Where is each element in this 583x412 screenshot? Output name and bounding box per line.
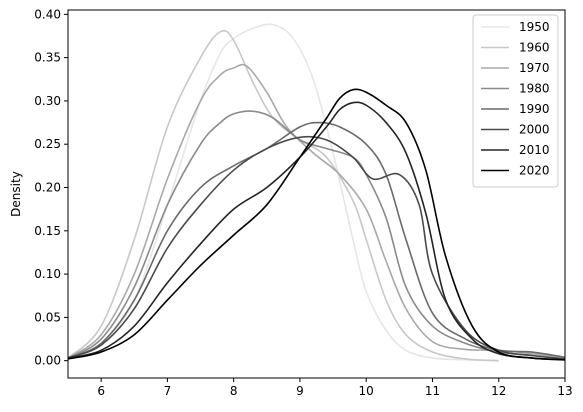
series-line-1960: [67, 29, 499, 362]
legend-label-2010: 2010: [519, 143, 550, 157]
y-tick-label: 0.15: [34, 224, 61, 238]
y-axis: 0.00 0.05 0.10 0.15 0.20 0.25 0.30 0.35 0.40: [34, 7, 68, 368]
x-tick-label: 9: [296, 384, 304, 398]
series-line-1980: [67, 110, 566, 360]
legend-label-2020: 2020: [519, 164, 550, 178]
legend-label-1980: 1980: [519, 82, 550, 96]
legend: 1950 1960 1970 1980 1990 2000 2010 2020: [472, 14, 559, 188]
series-line-2020: [67, 88, 566, 361]
y-tick-label: 0.05: [34, 310, 61, 324]
y-tick-label: 0.40: [34, 7, 61, 21]
plot-frame: [67, 9, 566, 379]
series-line-1990: [67, 121, 566, 359]
y-axis-title: Density: [9, 171, 23, 217]
x-tick-label: 7: [164, 384, 172, 398]
x-tick-label: 12: [491, 384, 506, 398]
series-line-1970: [67, 63, 566, 359]
legend-label-1950: 1950: [519, 20, 550, 34]
series-line-2010: [67, 101, 566, 361]
x-tick-label: 11: [425, 384, 440, 398]
x-tick-label: 10: [359, 384, 374, 398]
series-line-2000: [67, 135, 566, 360]
y-tick-label: 0.25: [34, 137, 61, 151]
y-tick-label: 0.00: [34, 354, 61, 368]
legend-label-2000: 2000: [519, 123, 550, 137]
y-tick-label: 0.35: [34, 51, 61, 65]
y-tick-label: 0.30: [34, 94, 61, 108]
x-tick-label: 8: [230, 384, 238, 398]
series-lines-layer: [67, 23, 566, 362]
x-axis: 6 7 8 9 10 11 12 13: [97, 378, 573, 398]
y-tick-label: 0.20: [34, 181, 61, 195]
x-tick-label: 6: [97, 384, 105, 398]
legend-label-1970: 1970: [519, 61, 550, 75]
legend-box: [472, 14, 559, 188]
legend-label-1960: 1960: [519, 41, 550, 55]
x-tick-label: 13: [557, 384, 572, 398]
legend-label-1990: 1990: [519, 102, 550, 116]
y-tick-label: 0.10: [34, 267, 61, 281]
